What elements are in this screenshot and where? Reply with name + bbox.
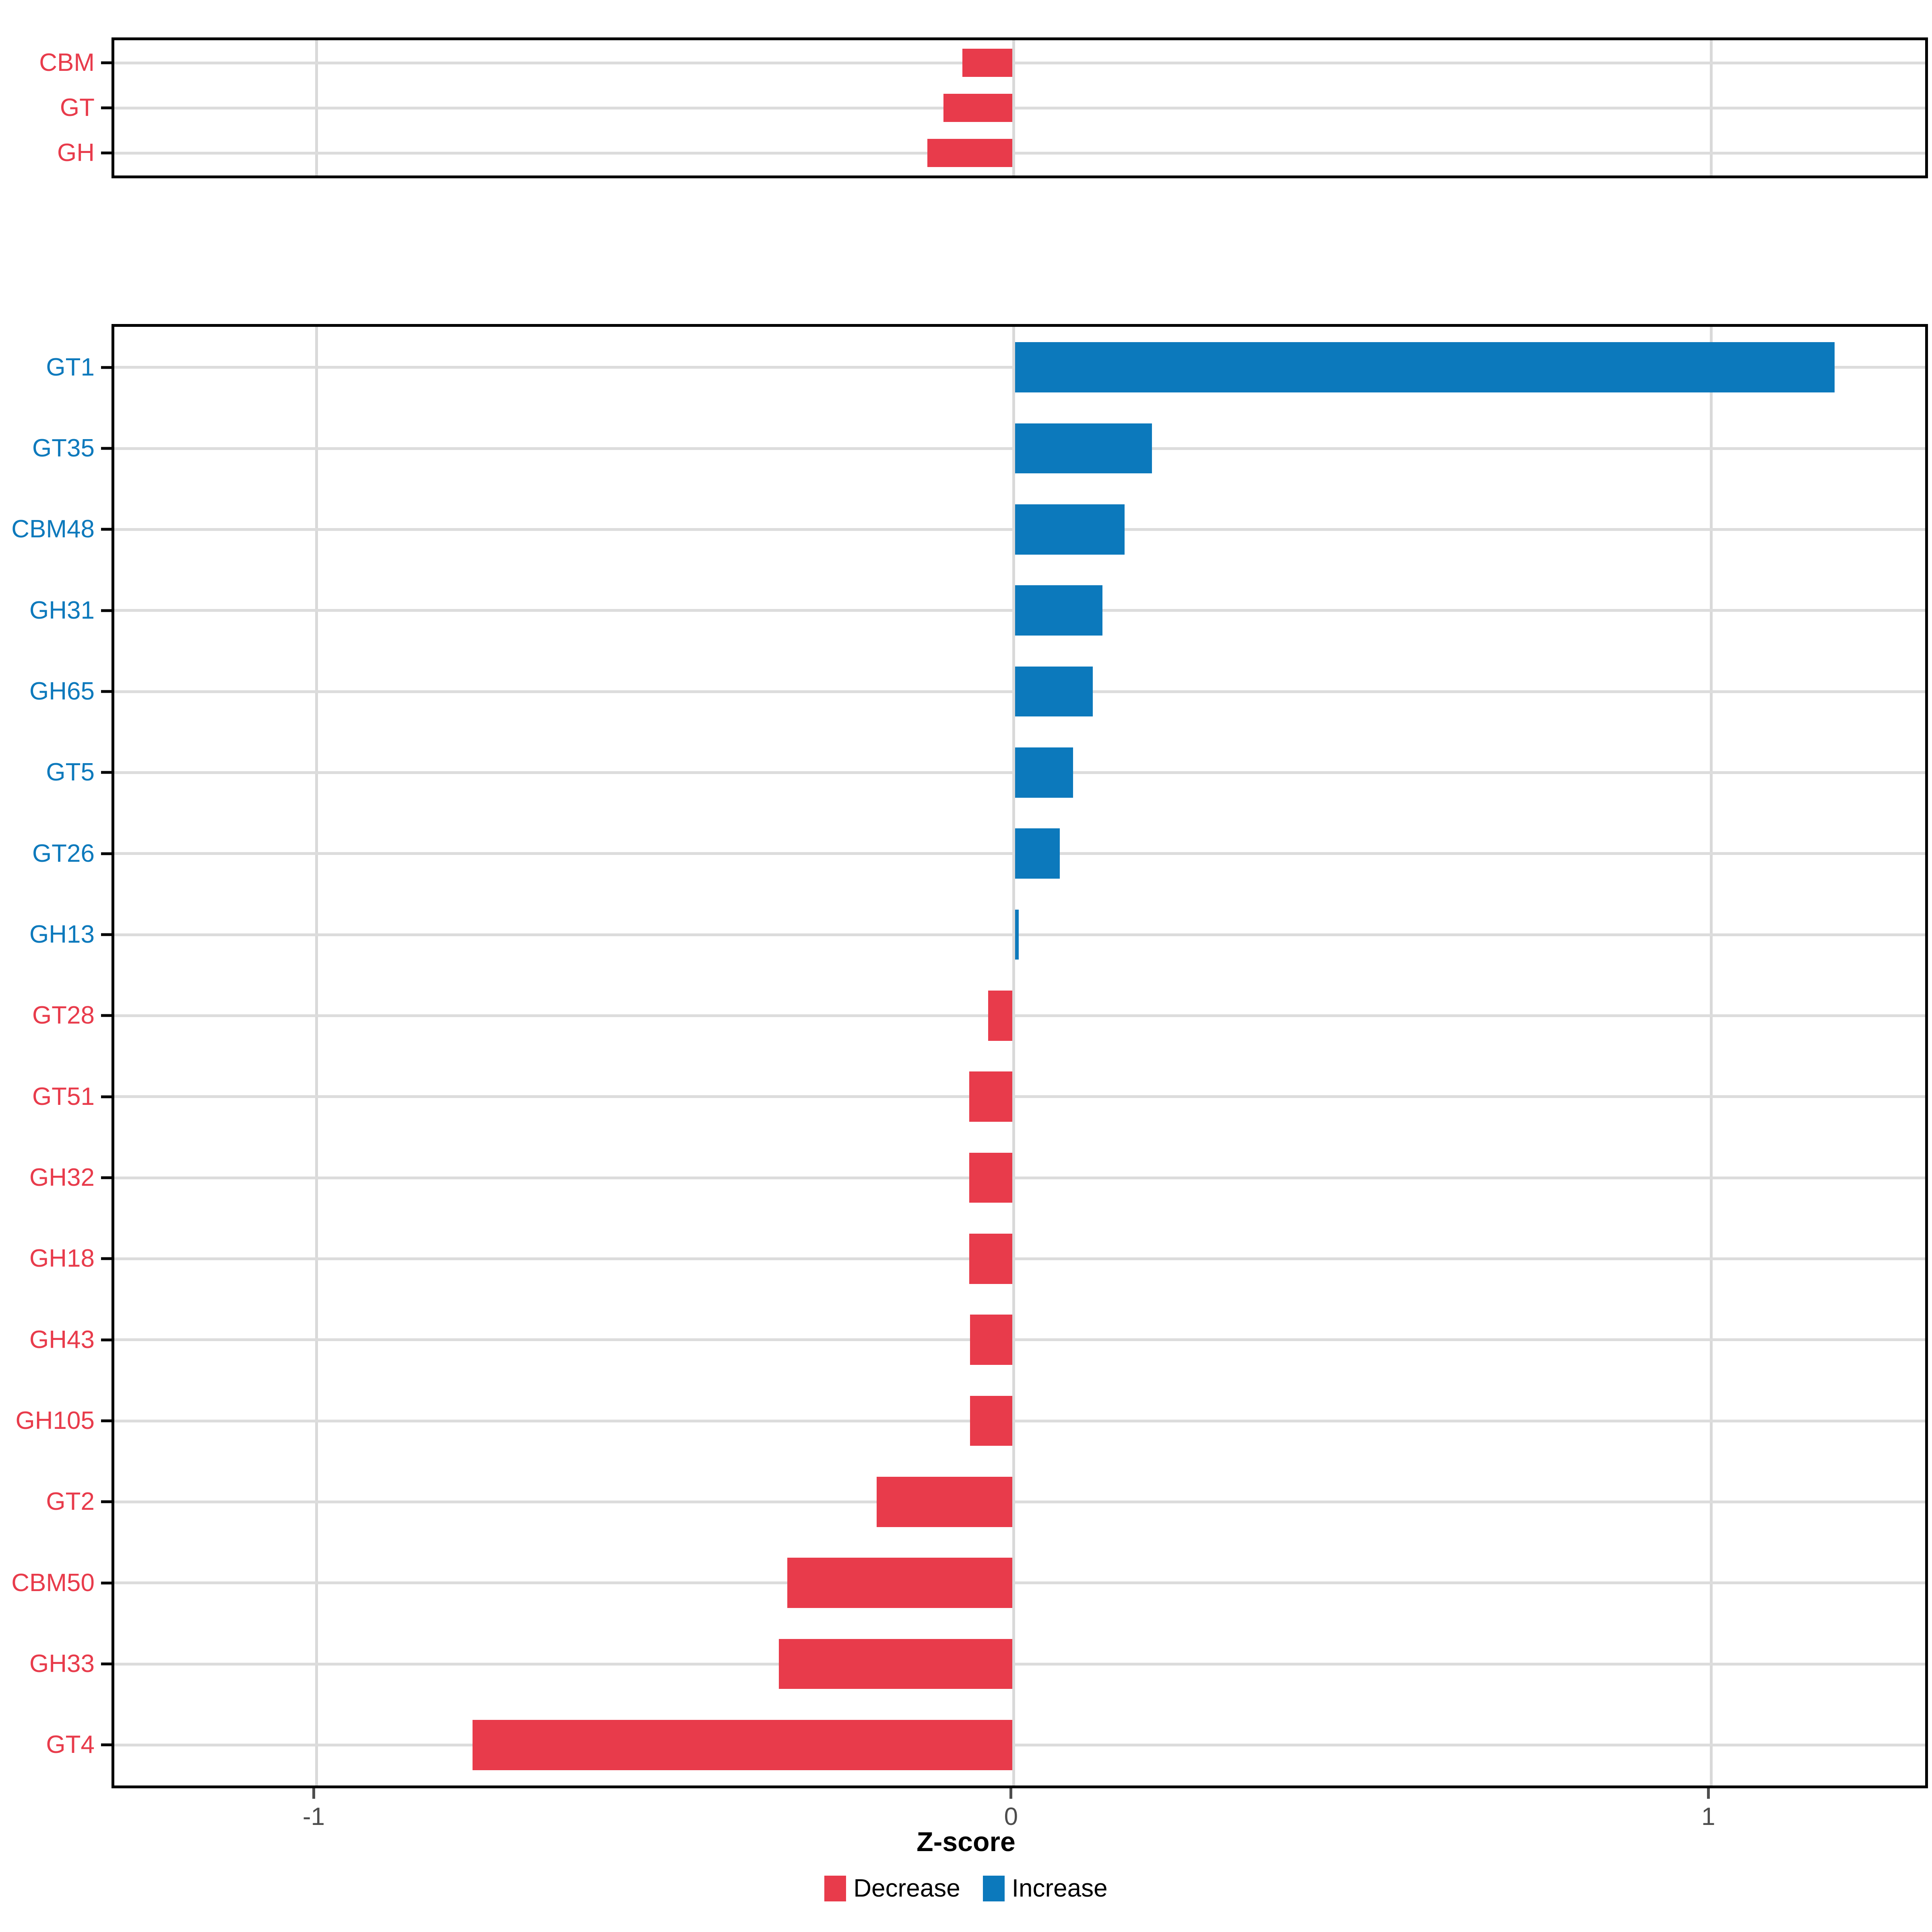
legend-item-increase[interactable]: Increase — [983, 1876, 1108, 1901]
bar-CBM — [962, 49, 1014, 77]
y-axis-tick — [101, 1176, 111, 1179]
gridline-vertical — [315, 327, 318, 1785]
y-axis-tick — [101, 528, 111, 531]
legend-swatch-increase — [983, 1876, 1005, 1901]
y-axis-tick — [101, 1095, 111, 1098]
y-axis-tick — [101, 933, 111, 936]
y-axis-tick — [101, 61, 111, 64]
y-axis-tick — [101, 151, 111, 155]
y-axis-labels-top: CBM GT GH — [0, 37, 111, 178]
gridline-horizontal — [114, 1176, 1925, 1179]
y-axis-tick — [101, 1743, 111, 1746]
y-axis-label-GT2: GT2 — [46, 1488, 95, 1516]
y-axis-tick — [101, 1014, 111, 1017]
bar-CBM48 — [1013, 504, 1125, 555]
gridline-horizontal — [114, 1500, 1925, 1503]
bar-GT2 — [876, 1476, 1014, 1527]
y-axis-label-GT51: GT51 — [32, 1082, 95, 1110]
gridline-horizontal — [114, 106, 1925, 109]
gridline-horizontal — [114, 1419, 1925, 1422]
gridline-horizontal — [114, 1095, 1925, 1098]
x-axis-title: Z-score — [916, 1827, 1016, 1857]
y-axis-tick — [101, 690, 111, 693]
bar-GH32 — [969, 1152, 1014, 1203]
y-axis-label-CBM50: CBM50 — [11, 1569, 95, 1597]
zero-reference-line — [1012, 327, 1016, 1785]
x-axis-tick — [1707, 1788, 1710, 1799]
y-axis-tick — [101, 1662, 111, 1666]
y-axis-tick — [101, 852, 111, 855]
gridline-horizontal — [114, 1581, 1925, 1585]
bar-CBM50 — [787, 1558, 1014, 1608]
zero-reference-line — [1012, 40, 1016, 175]
gridline-horizontal — [114, 1257, 1925, 1260]
y-axis-label-CBM: CBM — [39, 49, 95, 76]
gridline-horizontal — [114, 1662, 1925, 1666]
cazyme-family-panel — [111, 324, 1928, 1788]
gridline-horizontal — [114, 151, 1925, 155]
y-axis-tick — [101, 1500, 111, 1503]
y-axis-label-GH31: GH31 — [29, 596, 95, 624]
cazyme-class-panel — [111, 37, 1928, 178]
x-axis-tick-label: 0 — [1004, 1803, 1018, 1831]
gridline-horizontal — [114, 933, 1925, 936]
y-axis-label-GT28: GT28 — [32, 1001, 95, 1030]
bar-GT1 — [1013, 342, 1835, 393]
y-axis-label-GH43: GH43 — [29, 1325, 95, 1354]
y-axis-label-GT: GT — [60, 94, 95, 122]
x-axis: -1 0 1 — [111, 1788, 1928, 1849]
y-axis-tick — [101, 1419, 111, 1422]
bar-GT35 — [1013, 423, 1152, 474]
y-axis-label-GH18: GH18 — [29, 1245, 95, 1273]
y-axis-labels-bottom: GT1 GT35 CBM48 GH31 GH65 GT5 GT26 GH13 GT28 GT51 G… — [0, 324, 111, 1788]
bar-GT4 — [473, 1719, 1014, 1770]
bar-GT5 — [1013, 747, 1073, 798]
y-axis-label-GT5: GT5 — [46, 758, 95, 786]
y-axis-label-GT1: GT1 — [46, 353, 95, 381]
bar-GH65 — [1013, 666, 1093, 717]
legend: Decrease Increase — [0, 1876, 1932, 1901]
y-axis-label-GH32: GH32 — [29, 1164, 95, 1191]
bar-GT — [943, 94, 1014, 122]
x-axis-tick-label: 1 — [1701, 1803, 1715, 1831]
legend-label-increase: Increase — [1011, 1874, 1108, 1902]
y-axis-tick — [101, 771, 111, 774]
x-axis-tick-label: -1 — [302, 1803, 325, 1831]
y-axis-label-GH65: GH65 — [29, 677, 95, 705]
legend-swatch-decrease — [824, 1876, 846, 1901]
y-axis-label-GH13: GH13 — [29, 921, 95, 948]
y-axis-label-GT35: GT35 — [32, 434, 95, 462]
bar-GT51 — [969, 1071, 1014, 1122]
y-axis-label-GH105: GH105 — [15, 1407, 95, 1435]
y-axis-label-GT4: GT4 — [46, 1731, 95, 1759]
y-axis-tick — [101, 1257, 111, 1260]
bar-GH31 — [1013, 585, 1102, 636]
y-axis-tick — [101, 609, 111, 612]
y-axis-tick — [101, 1338, 111, 1342]
x-axis-tick — [1009, 1788, 1013, 1799]
bar-GH18 — [969, 1233, 1014, 1284]
legend-label-decrease: Decrease — [853, 1874, 960, 1902]
bar-GH43 — [970, 1315, 1014, 1365]
y-axis-tick — [101, 447, 111, 450]
y-axis-tick — [101, 106, 111, 109]
y-axis-tick — [101, 1581, 111, 1585]
bar-GH — [927, 139, 1014, 167]
legend-item-decrease[interactable]: Decrease — [824, 1876, 960, 1901]
gridline-vertical — [1709, 327, 1713, 1785]
y-axis-label-GH33: GH33 — [29, 1650, 95, 1678]
bar-GT28 — [988, 990, 1014, 1041]
gridline-horizontal — [114, 1743, 1925, 1746]
bar-GH33 — [779, 1639, 1014, 1689]
y-axis-tick — [101, 366, 111, 369]
gridline-horizontal — [114, 1338, 1925, 1342]
gridline-horizontal — [114, 61, 1925, 64]
x-axis-tick — [312, 1788, 315, 1799]
gridline-horizontal — [114, 1014, 1925, 1017]
bar-GT26 — [1013, 828, 1060, 879]
y-axis-label-GT26: GT26 — [32, 839, 95, 867]
y-axis-label-GH: GH — [57, 139, 95, 167]
bar-GH105 — [970, 1395, 1014, 1446]
y-axis-label-CBM48: CBM48 — [11, 515, 95, 543]
